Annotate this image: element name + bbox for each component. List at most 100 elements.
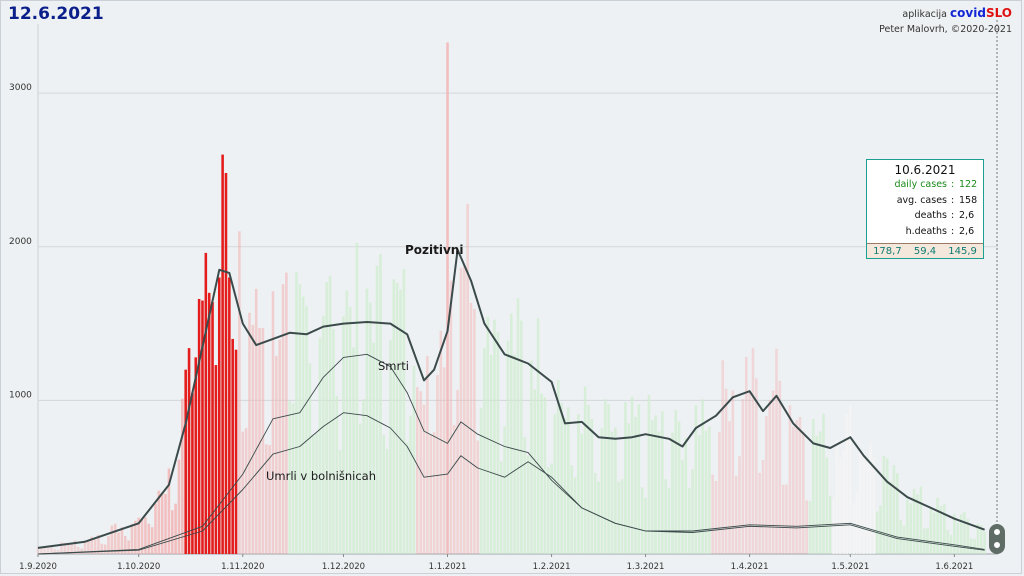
daily-bar (855, 491, 859, 554)
daily-bar (677, 421, 681, 554)
daily-bar (318, 337, 322, 554)
daily-bar (694, 405, 698, 554)
daily-bar (936, 497, 939, 554)
daily-bar (630, 396, 634, 554)
daily-bar (825, 457, 829, 554)
daily-bar (620, 479, 624, 554)
daily-bar (234, 349, 238, 554)
daily-bar (285, 272, 288, 554)
daily-bar (291, 403, 295, 554)
page-title-date: 12.6.2021 (8, 4, 104, 24)
series-annotation: Umrli v bolnišnicah (266, 469, 376, 483)
daily-bar (177, 459, 181, 554)
daily-bar (50, 545, 53, 554)
playback-control[interactable] (989, 524, 1005, 554)
daily-bar (463, 265, 466, 554)
daily-bar (902, 525, 906, 554)
daily-bar (553, 414, 557, 554)
daily-bar (617, 481, 620, 554)
daily-bar (637, 404, 641, 554)
daily-bar (70, 543, 73, 554)
daily-bar (446, 42, 449, 554)
daily-bar (228, 277, 231, 554)
daily-bar (389, 340, 392, 554)
daily-bar (614, 427, 617, 554)
daily-bar (959, 514, 963, 554)
daily-bar (943, 504, 946, 554)
daily-bar (493, 319, 496, 554)
daily-bar (966, 518, 970, 554)
daily-bar (311, 435, 315, 554)
app-brand-link[interactable]: covidSLO (950, 6, 1012, 20)
daily-bar (570, 465, 573, 554)
info-row: daily cases:122 (867, 177, 983, 193)
daily-bar (244, 428, 248, 554)
daily-bar (818, 431, 822, 554)
daily-bar (345, 290, 349, 554)
daily-bar (238, 231, 241, 554)
daily-bar (261, 327, 265, 554)
daily-bar (43, 547, 46, 554)
daily-bar (530, 360, 533, 554)
x-tick-label: 1.6.2021 (935, 562, 973, 572)
play-dot-icon[interactable] (992, 527, 1002, 537)
x-tick-label: 1.12.2020 (322, 562, 365, 572)
daily-bar (275, 355, 278, 554)
daily-bar (439, 330, 443, 554)
daily-bar (483, 348, 486, 554)
daily-bar (929, 507, 933, 554)
series-line-2 (37, 353, 985, 555)
daily-bar (922, 528, 926, 554)
daily-bar (909, 503, 913, 554)
daily-bar (741, 399, 745, 554)
pause-dot-icon[interactable] (992, 540, 1002, 550)
daily-bar (419, 391, 422, 554)
daily-bar (399, 289, 402, 554)
y-tick-label: 2000 (9, 237, 32, 247)
daily-bar (714, 480, 718, 554)
info-value: 2,6 (959, 225, 975, 237)
daily-bar (409, 415, 412, 554)
info-label: deaths (914, 210, 947, 221)
daily-bar (597, 481, 600, 554)
daily-bar (543, 397, 547, 554)
daily-bar (117, 532, 120, 554)
daily-bar (583, 386, 587, 554)
daily-bar (865, 462, 869, 554)
daily-bar (691, 469, 694, 554)
daily-bar (288, 400, 292, 554)
daily-bar (788, 405, 792, 554)
daily-bar (761, 460, 765, 554)
daily-bar (382, 434, 386, 554)
x-tick-label: 1.2.2021 (533, 562, 571, 572)
daily-bar (36, 547, 40, 554)
daily-bar (912, 488, 916, 554)
series-line-1 (37, 248, 985, 549)
daily-bar (963, 511, 966, 554)
app-prefix: aplikacija (902, 9, 948, 20)
daily-bar (849, 405, 852, 554)
daily-bar (93, 539, 97, 554)
daily-bar (755, 378, 758, 554)
daily-bar (392, 279, 396, 554)
daily-bar (436, 375, 439, 554)
daily-bar (459, 267, 463, 554)
series-line-3 (37, 412, 985, 555)
daily-bar (486, 317, 490, 554)
daily-bar (466, 203, 469, 555)
daily-bar (593, 472, 597, 554)
daily-bar (248, 312, 251, 554)
daily-bar (144, 517, 147, 554)
daily-bar (305, 306, 308, 554)
info-value: 158 (959, 194, 978, 206)
daily-bar (701, 399, 704, 554)
daily-bar (83, 540, 87, 554)
daily-bar (765, 416, 768, 554)
daily-bar (798, 417, 802, 554)
daily-bar (744, 356, 748, 554)
daily-bar (872, 458, 876, 554)
daily-bar (724, 388, 728, 554)
info-footer-value-1: 178,7 (873, 245, 902, 257)
